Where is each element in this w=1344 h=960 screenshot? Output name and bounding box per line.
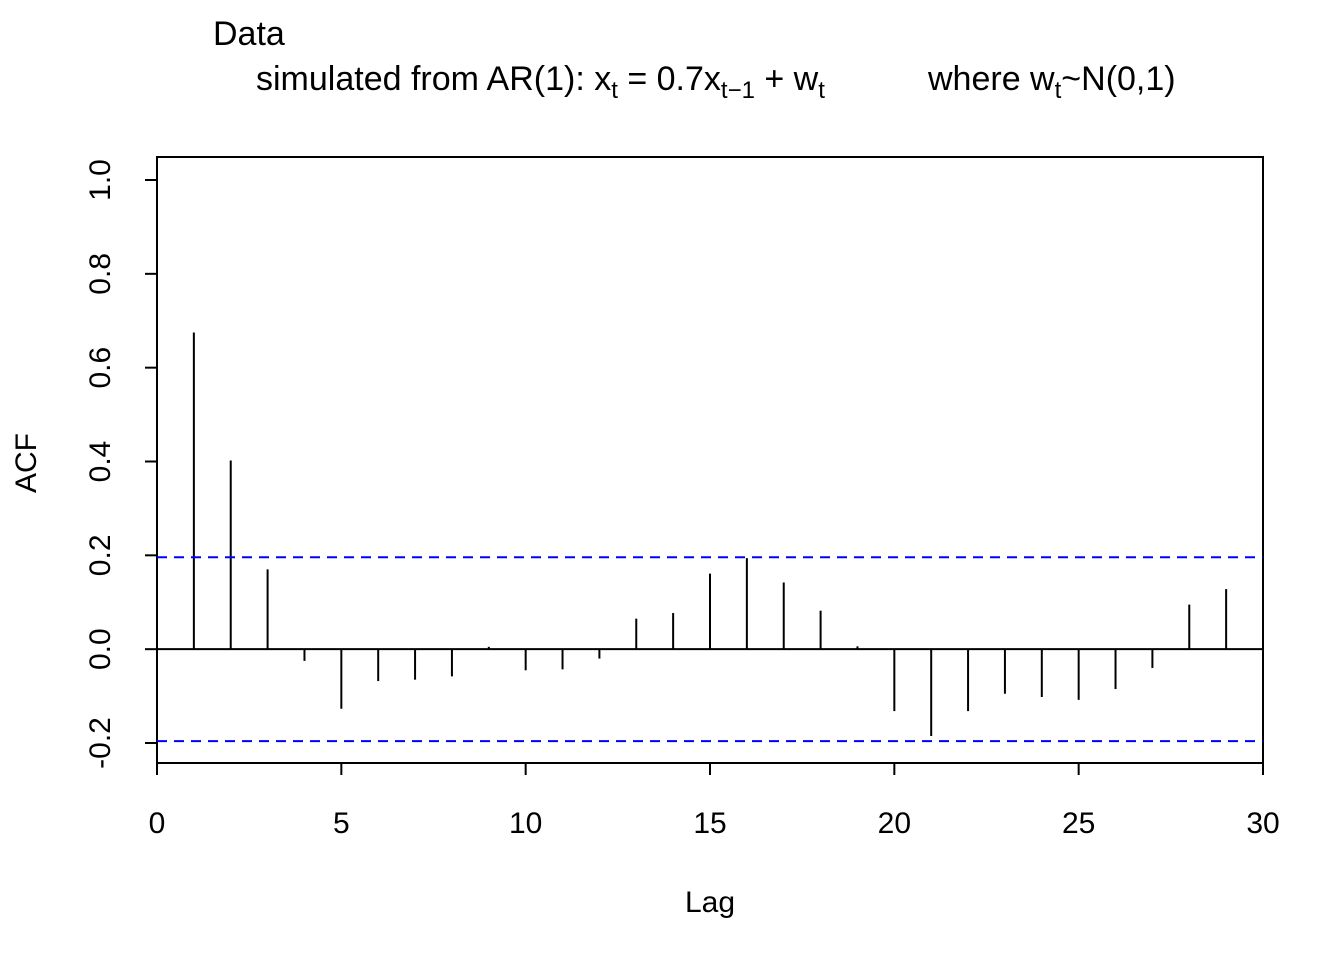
y-tick-label: -0.2 bbox=[84, 717, 117, 769]
x-axis-label: Lag bbox=[685, 886, 735, 919]
subtitle-sub-t-minus-1: t−1 bbox=[721, 77, 755, 104]
x-tick-label: 20 bbox=[878, 807, 911, 840]
subtitle-equation: = 0.7x bbox=[618, 60, 721, 98]
x-tick-label: 5 bbox=[333, 807, 350, 840]
x-tick-label: 30 bbox=[1246, 807, 1279, 840]
x-axis: 0 5 10 15 20 25 30 bbox=[149, 762, 1280, 840]
chart-subtitle-where: where wt~N(0,1) bbox=[927, 60, 1176, 104]
subtitle-plus-w: + w bbox=[755, 60, 819, 98]
y-tick-label: 0.2 bbox=[84, 534, 117, 576]
confidence-bounds bbox=[157, 556, 1263, 743]
subtitle-sub-t3: t bbox=[1055, 77, 1062, 104]
y-axis-label: ACF bbox=[10, 433, 43, 493]
acf-bars bbox=[156, 180, 1264, 736]
chart-subtitle: simulated from AR(1): xt = 0.7xt−1 + wt bbox=[256, 60, 825, 104]
subtitle-prefix: simulated from AR(1): x bbox=[256, 60, 611, 98]
subtitle-distribution: ~N(0,1) bbox=[1061, 60, 1175, 98]
subtitle-sub-t1: t bbox=[611, 77, 618, 104]
x-tick-label: 10 bbox=[509, 807, 542, 840]
y-tick-label: 0.4 bbox=[84, 441, 117, 483]
y-axis: -0.2 0.0 0.2 0.4 0.6 0.8 1.0 bbox=[84, 159, 158, 769]
plot-frame bbox=[156, 156, 1264, 764]
x-tick-label: 25 bbox=[1062, 807, 1095, 840]
y-tick-label: 0.6 bbox=[84, 347, 117, 389]
x-tick-label: 0 bbox=[149, 807, 166, 840]
y-tick-label: 1.0 bbox=[84, 159, 117, 201]
subtitle-sub-t2: t bbox=[818, 77, 825, 104]
y-tick-label: 0.0 bbox=[84, 628, 117, 670]
subtitle-where: where w bbox=[927, 60, 1055, 98]
y-tick-label: 0.8 bbox=[84, 253, 117, 295]
chart-title: Data bbox=[213, 15, 285, 53]
x-tick-label: 15 bbox=[693, 807, 726, 840]
